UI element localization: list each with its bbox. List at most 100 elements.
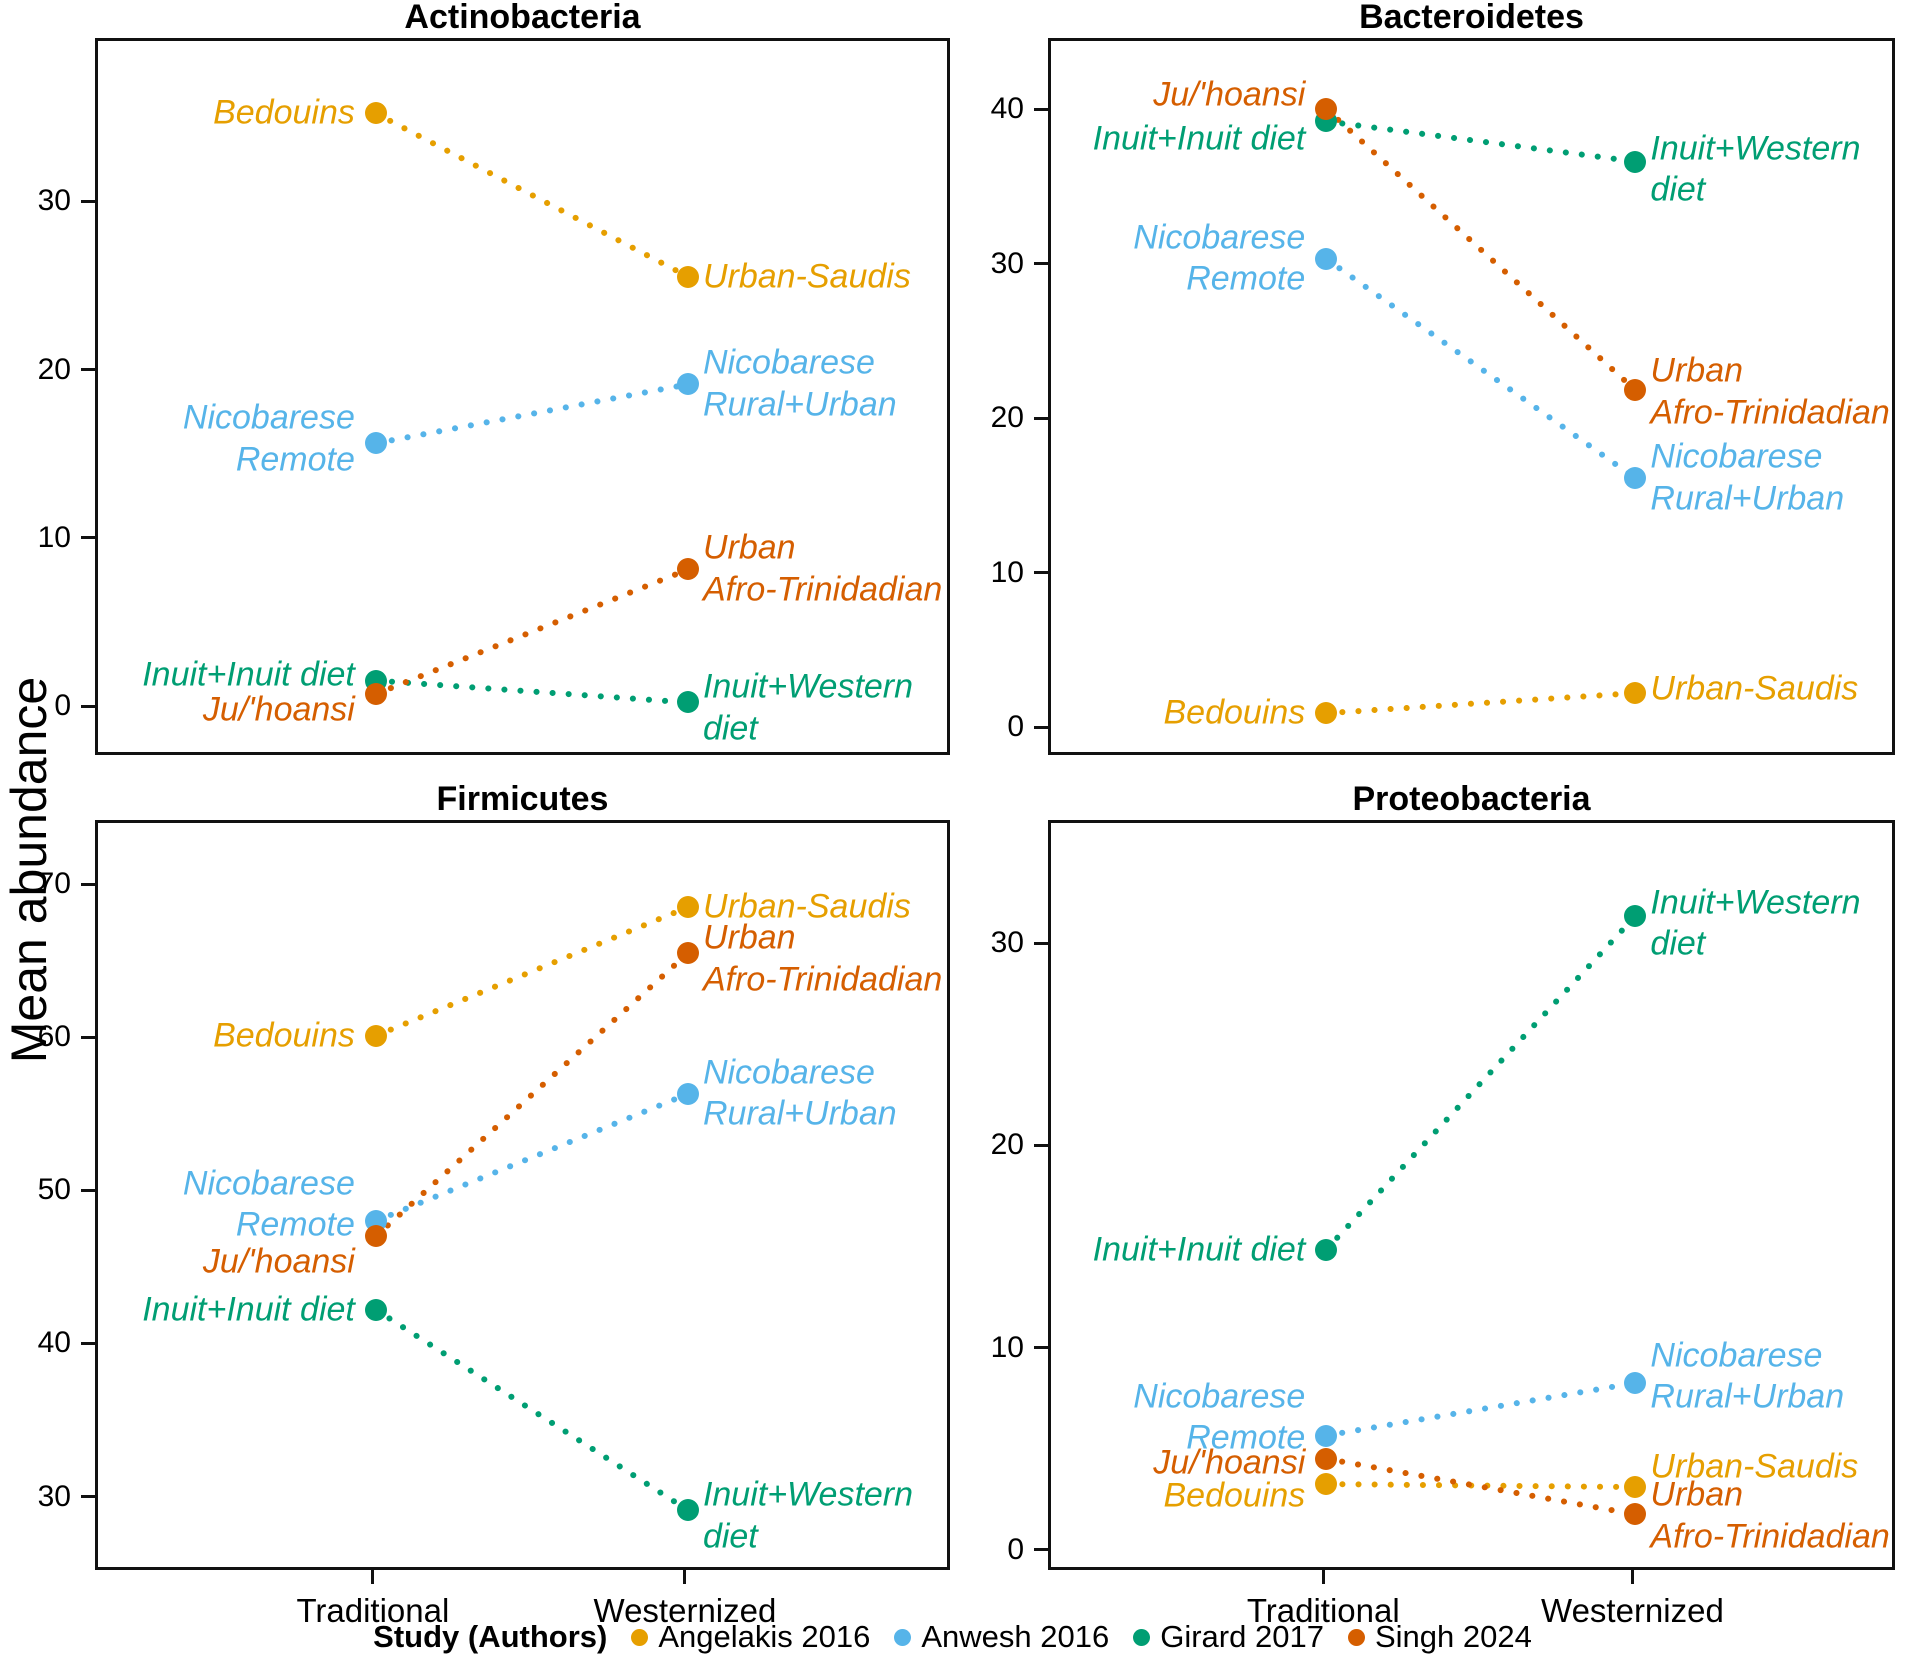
point-label: Urban Afro-Trinidadian — [1650, 1475, 1889, 1558]
y-tick-label: 20 — [990, 401, 1024, 435]
data-point — [676, 896, 699, 919]
legend-dot-icon — [1133, 1628, 1151, 1646]
y-tick-label: 30 — [990, 926, 1024, 960]
point-label-line: Remote — [235, 1205, 355, 1244]
slope-line — [1323, 912, 1639, 1253]
y-tick-label: 50 — [37, 1173, 71, 1207]
data-point — [1624, 904, 1647, 927]
point-label-line: Rural+Urban — [702, 385, 897, 424]
legend-dot-icon — [1347, 1628, 1365, 1646]
data-point — [1624, 150, 1647, 173]
slope-line — [372, 566, 691, 698]
legend-title: Study (Authors) — [373, 1619, 608, 1654]
point-label-line: Inuit+Inuit diet — [142, 654, 355, 693]
panel-title: Firmicutes — [436, 780, 609, 818]
data-point — [364, 102, 387, 125]
point-label: Bedouins — [213, 93, 355, 134]
point-label: Ju/'hoansi — [1153, 1442, 1305, 1483]
data-point — [1315, 1447, 1338, 1470]
slope-line — [1323, 255, 1639, 482]
data-point — [364, 1024, 387, 1047]
y-tick-label: 10 — [990, 1330, 1024, 1364]
point-label-line: Afro-Trinidadian — [1650, 1517, 1890, 1556]
point-label-line: Urban-Saudis — [1650, 1447, 1859, 1486]
y-tick-label: 30 — [37, 1479, 71, 1513]
slope-line — [1323, 1379, 1639, 1439]
y-tick-mark — [81, 1188, 95, 1192]
point-label: Inuit+Western diet — [1650, 128, 1860, 211]
slope-line — [372, 904, 691, 1039]
point-label: Inuit+Western diet — [1650, 883, 1860, 966]
plot-area: Bedouins Urban-Saudis Nicobarese Remote Nico… — [95, 38, 950, 755]
y-tick-label: 0 — [1007, 710, 1024, 744]
point-label: Inuit+Inuit diet — [1093, 119, 1306, 160]
plot-area: Bedouins Urban-Saudis Nicobarese Remote Nico… — [1048, 820, 1895, 1570]
point-label-line: Afro-Trinidadian — [1650, 393, 1890, 432]
point-label-line: Inuit+Inuit diet — [1092, 119, 1306, 158]
point-label: Ju/'hoansi — [203, 689, 355, 730]
legend-entry-name: Singh 2024 — [1374, 1619, 1532, 1654]
point-label-line: Rural+Urban — [1650, 479, 1845, 518]
legend-entry: Angelakis 2016 — [631, 1619, 870, 1655]
point-label-line: Urban — [702, 918, 796, 957]
point-label-line: Nicobarese — [1650, 437, 1823, 476]
slope-line — [1323, 118, 1639, 165]
slope-line — [372, 1306, 691, 1514]
point-label-line: Bedouins — [213, 93, 355, 132]
data-point — [676, 691, 699, 714]
x-tick-label: Westernized — [1541, 1592, 1724, 1629]
data-point — [1315, 1238, 1338, 1261]
point-label-line: Urban — [1650, 351, 1744, 390]
legend-dot-icon — [631, 1628, 649, 1646]
y-tick-mark — [1034, 1143, 1048, 1147]
point-label-line: Afro-Trinidadian — [702, 960, 943, 999]
data-point — [1624, 467, 1647, 490]
point-label-line: Bedouins — [213, 1016, 355, 1055]
plot-area: Bedouins Urban-Saudis Nicobarese Remote Nico… — [95, 820, 950, 1570]
data-point — [1624, 1503, 1647, 1526]
point-label: Bedouins — [1164, 1475, 1306, 1516]
point-label-line: Inuit+Western — [702, 667, 914, 706]
data-point — [676, 373, 699, 396]
point-label-line: Inuit+Western — [702, 1475, 914, 1514]
point-label-line: Ju/'hoansi — [1153, 1443, 1306, 1482]
point-label-line: Urban-Saudis — [702, 256, 911, 295]
y-tick-mark — [81, 882, 95, 886]
y-tick-mark — [1034, 1548, 1048, 1552]
point-label: Urban-Saudis — [703, 886, 911, 927]
data-point — [1315, 247, 1338, 270]
point-label-line: Inuit+Inuit diet — [142, 1290, 355, 1328]
point-label-line: Bedouins — [1163, 1476, 1306, 1515]
point-label: Inuit+Western diet — [703, 667, 913, 750]
data-point — [1315, 97, 1338, 120]
point-label-line: Afro-Trinidadian — [702, 570, 943, 609]
slope-lines — [1323, 105, 1639, 717]
point-label-line: Ju/'hoansi — [202, 690, 355, 729]
point-label-line: Rural+Urban — [702, 1094, 897, 1133]
slope-line — [1323, 105, 1639, 394]
legend-entry-name: Anwesh 2016 — [921, 1619, 1110, 1654]
y-tick-label: 60 — [37, 1020, 71, 1054]
slope-lines — [1323, 912, 1639, 1518]
data-point — [676, 558, 699, 581]
slope-line — [372, 677, 691, 706]
y-tick-mark — [1034, 1346, 1048, 1350]
slope-lines — [372, 110, 691, 706]
legend-entry: Girard 2017 — [1133, 1619, 1324, 1655]
y-tick-label: 70 — [37, 867, 71, 901]
slope-line — [372, 381, 691, 447]
point-label: Urban-Saudis — [1650, 1446, 1858, 1487]
point-label: Urban Afro-Trinidadian — [1650, 351, 1889, 434]
point-label-line: Nicobarese — [182, 1164, 355, 1203]
point-label: Inuit+Western diet — [703, 1475, 913, 1558]
y-tick-mark — [1034, 416, 1048, 420]
y-tick-mark — [81, 536, 95, 540]
y-tick-label: 40 — [37, 1326, 71, 1360]
point-label-line: diet — [702, 1517, 758, 1556]
data-point — [676, 265, 699, 288]
point-label-line: Nicobarese — [182, 398, 355, 437]
point-label-line: Remote — [235, 440, 355, 479]
x-tick-mark — [1630, 1570, 1634, 1584]
x-tick-label: Traditional — [296, 1592, 450, 1629]
point-label: Nicobarese Remote — [183, 398, 355, 481]
